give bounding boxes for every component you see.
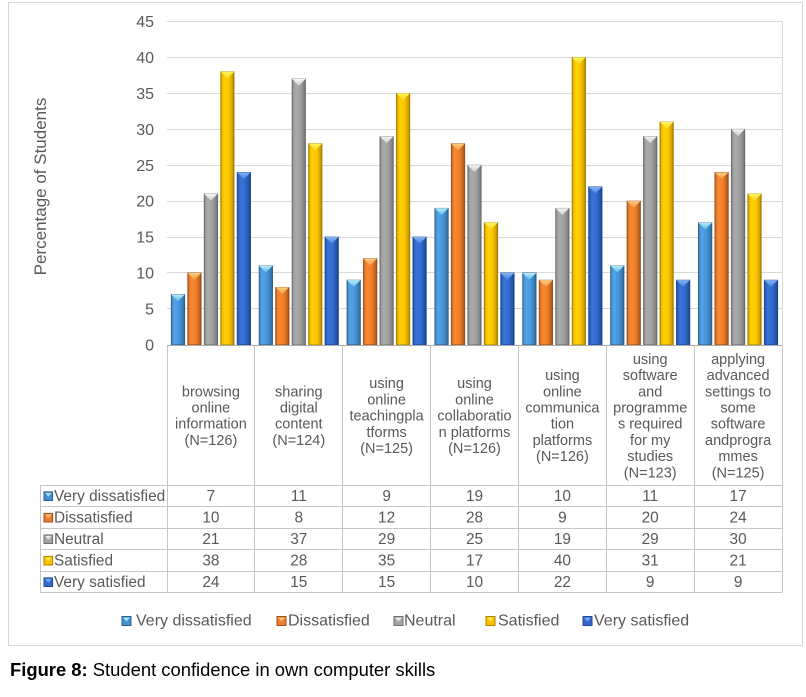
svg-text:browsing: browsing xyxy=(182,384,240,400)
svg-text:Satisfied: Satisfied xyxy=(498,613,559,630)
svg-text:35: 35 xyxy=(378,552,395,569)
svg-text:5: 5 xyxy=(145,302,154,319)
svg-text:Dissatisfied: Dissatisfied xyxy=(288,613,370,630)
svg-text:using: using xyxy=(545,368,580,384)
svg-text:30: 30 xyxy=(136,122,154,139)
svg-text:(N=124): (N=124) xyxy=(272,433,325,449)
svg-text:Percentage of Students: Percentage of Students xyxy=(31,98,50,276)
svg-text:information: information xyxy=(175,417,247,433)
svg-text:communica: communica xyxy=(525,401,600,417)
svg-text:40: 40 xyxy=(554,552,571,569)
svg-text:Neutral: Neutral xyxy=(54,531,104,548)
svg-text:19: 19 xyxy=(466,488,483,505)
svg-text:9: 9 xyxy=(558,509,567,526)
svg-text:mmes: mmes xyxy=(718,449,757,465)
svg-text:10: 10 xyxy=(466,574,483,591)
svg-text:10: 10 xyxy=(136,266,154,283)
svg-text:Neutral: Neutral xyxy=(404,613,456,630)
svg-text:online: online xyxy=(543,384,582,400)
svg-text:sharing: sharing xyxy=(275,384,323,400)
svg-text:10: 10 xyxy=(554,488,571,505)
svg-text:17: 17 xyxy=(730,488,747,505)
svg-text:Very satisfied: Very satisfied xyxy=(594,613,689,630)
svg-text:software: software xyxy=(623,368,678,384)
svg-text:24: 24 xyxy=(730,509,748,526)
svg-text:28: 28 xyxy=(290,552,307,569)
svg-text:digital: digital xyxy=(280,401,318,417)
svg-text:17: 17 xyxy=(466,552,483,569)
svg-text:some: some xyxy=(720,401,755,417)
svg-text:40: 40 xyxy=(136,50,154,67)
svg-text:advanced: advanced xyxy=(707,368,770,384)
svg-text:11: 11 xyxy=(291,488,307,505)
svg-text:10: 10 xyxy=(202,509,219,526)
svg-text:9: 9 xyxy=(382,488,391,505)
svg-text:using: using xyxy=(369,376,404,392)
svg-text:(N=125): (N=125) xyxy=(360,441,413,457)
svg-text:software: software xyxy=(711,417,766,433)
svg-text:and: and xyxy=(638,384,662,400)
svg-text:content: content xyxy=(275,417,323,433)
svg-text:Very dissatisfied: Very dissatisfied xyxy=(54,488,165,505)
svg-text:15: 15 xyxy=(136,230,154,247)
svg-text:online: online xyxy=(455,392,494,408)
svg-text:29: 29 xyxy=(378,531,395,548)
svg-text:25: 25 xyxy=(466,531,483,548)
svg-text:online: online xyxy=(367,392,406,408)
svg-text:25: 25 xyxy=(136,158,154,175)
svg-text:collaboratio: collaboratio xyxy=(437,409,511,425)
svg-text:(N=125): (N=125) xyxy=(712,465,765,481)
svg-text:for my: for my xyxy=(630,433,671,449)
svg-text:11: 11 xyxy=(642,488,658,505)
svg-text:8: 8 xyxy=(295,509,304,526)
svg-text:35: 35 xyxy=(136,86,154,103)
svg-text:n platforms: n platforms xyxy=(439,425,511,441)
svg-text:20: 20 xyxy=(642,509,659,526)
svg-text:tforms: tforms xyxy=(366,425,406,441)
svg-text:using: using xyxy=(457,376,492,392)
svg-text:15: 15 xyxy=(378,574,395,591)
svg-text:21: 21 xyxy=(202,531,219,548)
svg-text:(N=126): (N=126) xyxy=(185,433,238,449)
svg-text:15: 15 xyxy=(290,574,307,591)
svg-text:platforms: platforms xyxy=(533,433,593,449)
svg-text:tion: tion xyxy=(551,417,574,433)
svg-text:(N=123): (N=123) xyxy=(624,465,677,481)
svg-text:Dissatisfied: Dissatisfied xyxy=(54,509,133,526)
svg-text:9: 9 xyxy=(734,574,743,591)
svg-text:0: 0 xyxy=(145,337,154,354)
svg-text:31: 31 xyxy=(642,552,659,569)
svg-text:(N=126): (N=126) xyxy=(536,449,589,465)
svg-text:teachingpla: teachingpla xyxy=(350,409,425,425)
svg-text:19: 19 xyxy=(554,531,571,548)
svg-text:12: 12 xyxy=(378,509,395,526)
svg-text:applying: applying xyxy=(711,352,765,368)
svg-text:(N=126): (N=126) xyxy=(448,441,501,457)
svg-text:45: 45 xyxy=(136,14,154,31)
svg-text:settings to: settings to xyxy=(705,384,771,400)
svg-text:Satisfied: Satisfied xyxy=(54,552,113,569)
svg-text:24: 24 xyxy=(202,574,220,591)
svg-text:29: 29 xyxy=(642,531,659,548)
svg-text:20: 20 xyxy=(136,194,154,211)
svg-text:online: online xyxy=(192,401,231,417)
svg-text:andprogra: andprogra xyxy=(705,433,772,449)
svg-text:programme: programme xyxy=(613,401,687,417)
svg-text:30: 30 xyxy=(730,531,747,548)
svg-text:28: 28 xyxy=(466,509,483,526)
svg-text:s required: s required xyxy=(618,417,682,433)
svg-text:37: 37 xyxy=(290,531,307,548)
svg-text:using: using xyxy=(633,352,668,368)
svg-text:7: 7 xyxy=(207,488,216,505)
svg-text:studies: studies xyxy=(627,449,673,465)
svg-text:Very dissatisfied: Very dissatisfied xyxy=(136,613,252,630)
svg-text:38: 38 xyxy=(202,552,219,569)
svg-text:22: 22 xyxy=(554,574,571,591)
svg-text:9: 9 xyxy=(646,574,655,591)
svg-text:21: 21 xyxy=(730,552,747,569)
svg-text:Very satisfied: Very satisfied xyxy=(54,574,146,591)
